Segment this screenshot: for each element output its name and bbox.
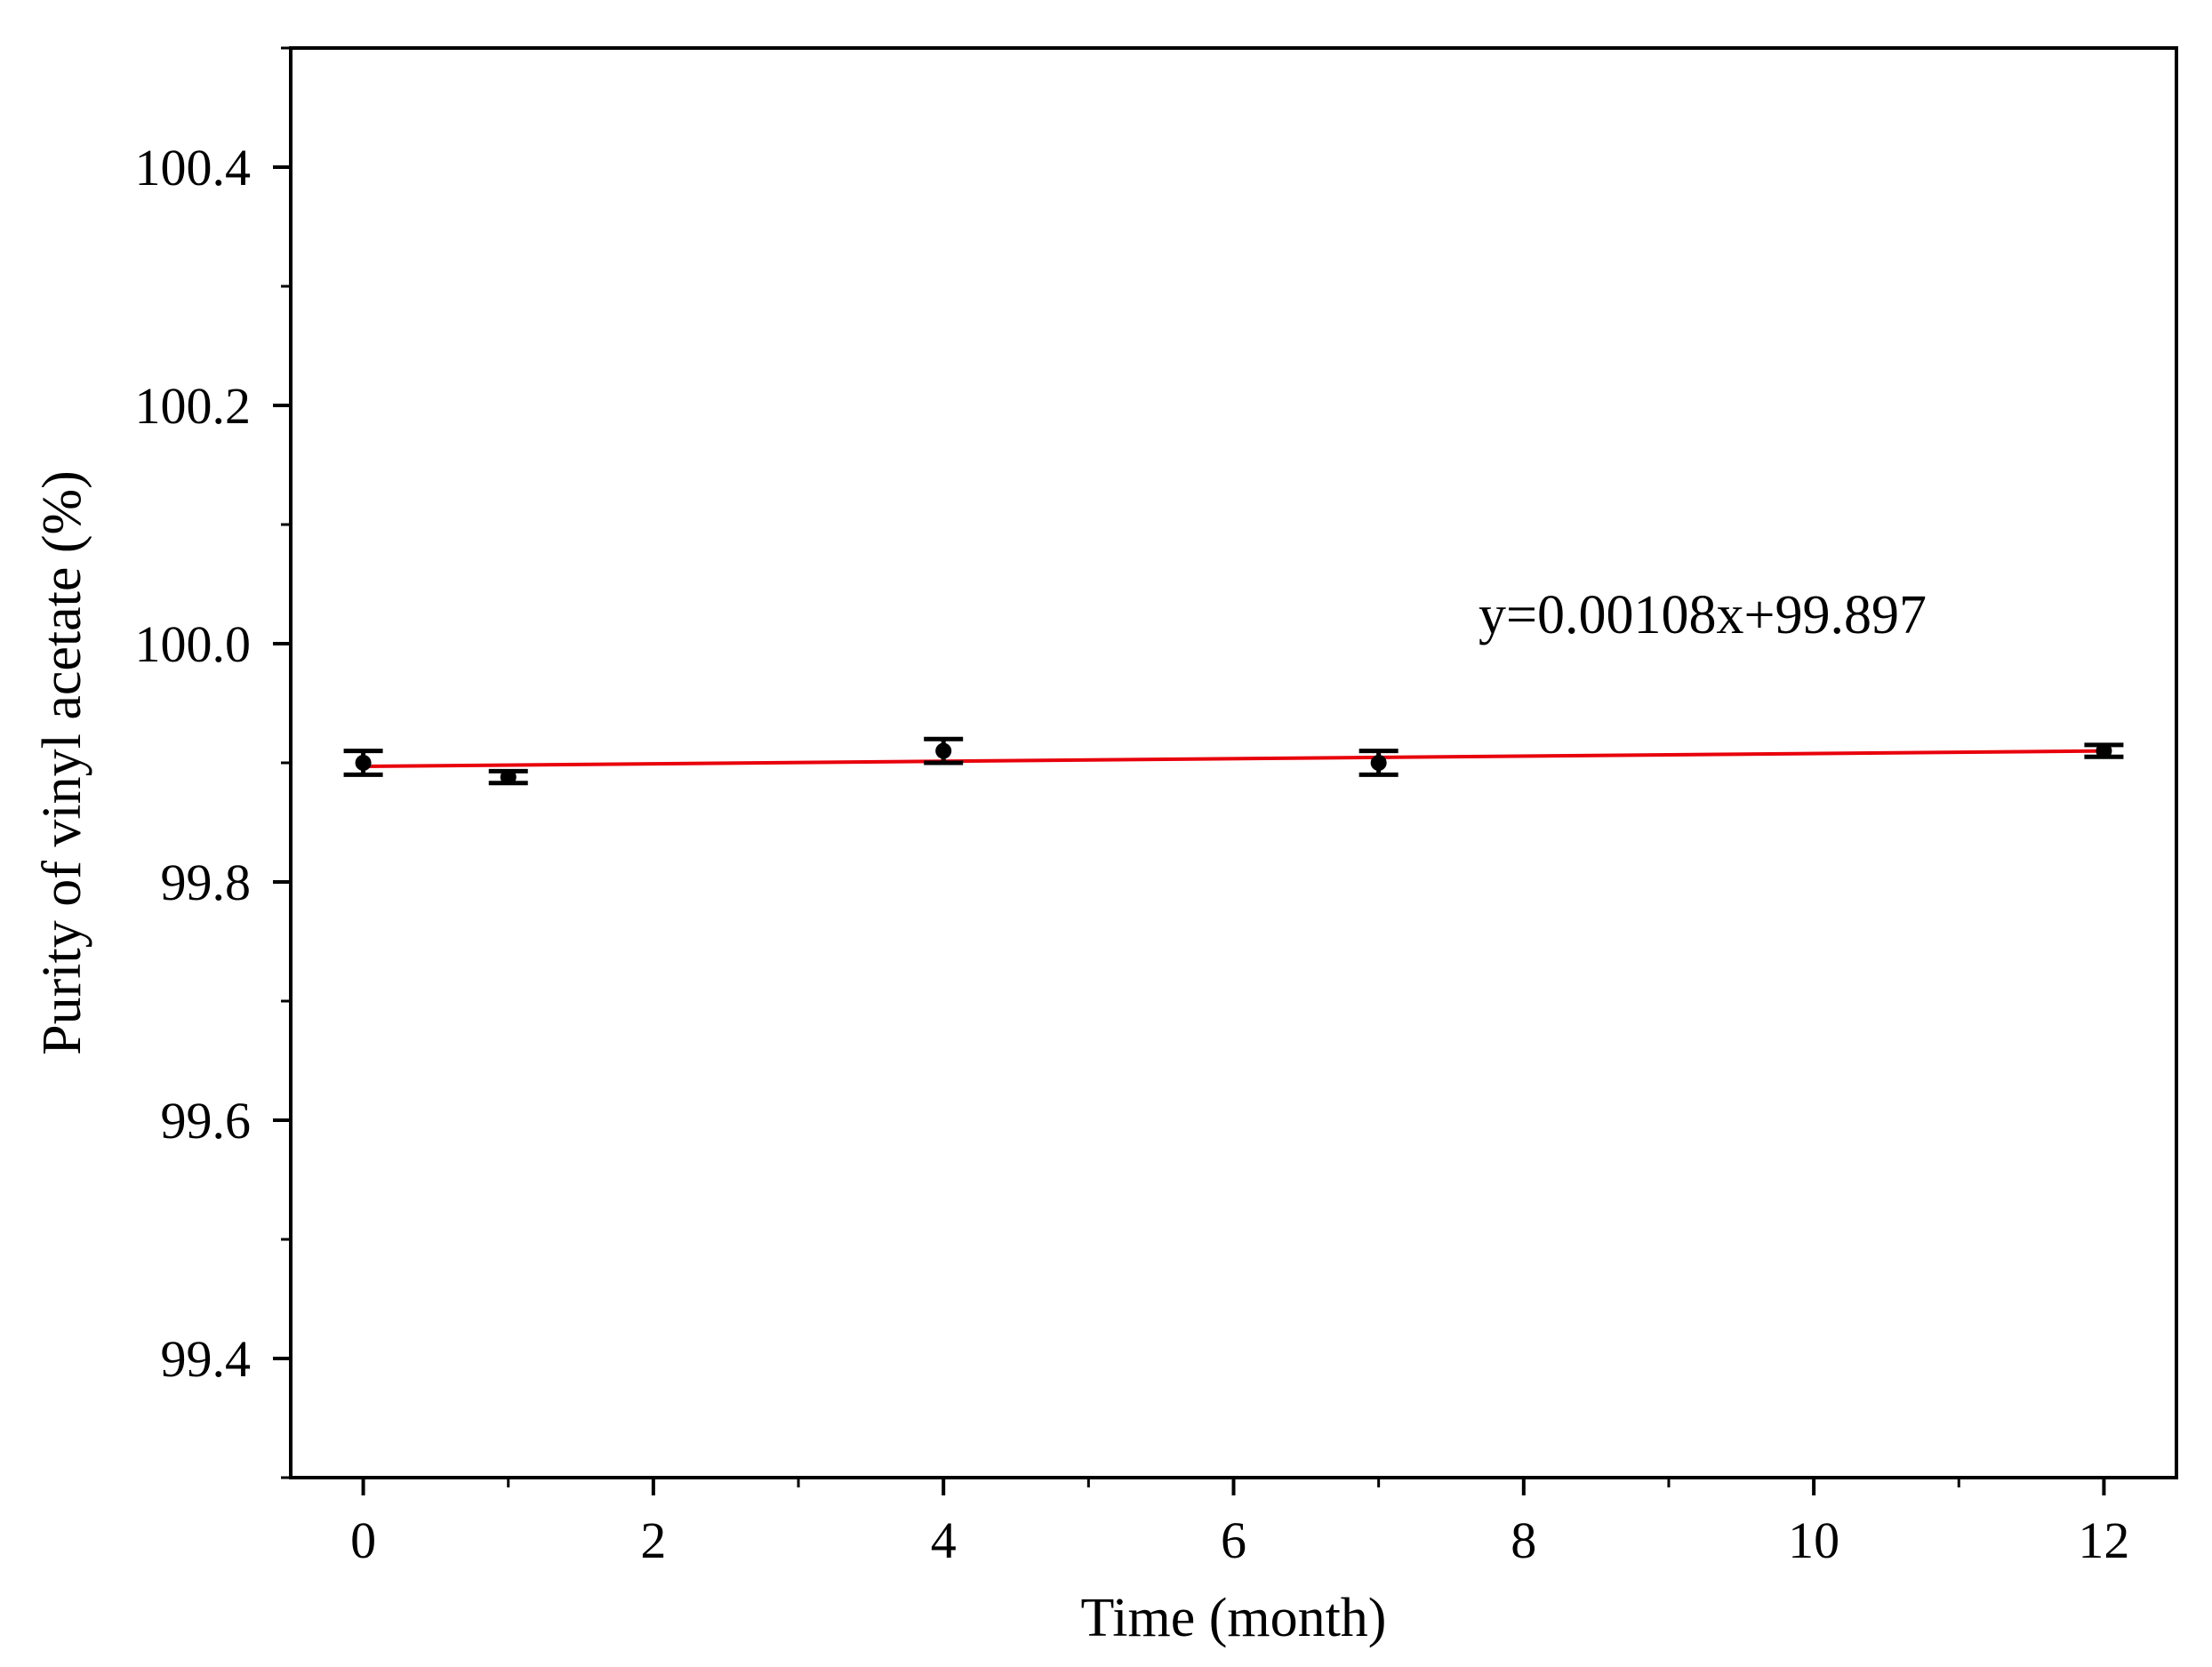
x-tick-label: 2 <box>640 1511 666 1569</box>
x-tick-label: 4 <box>931 1511 957 1569</box>
x-axis-title: Time (month) <box>1081 1588 1387 1648</box>
y-tick-label: 100.0 <box>135 615 252 673</box>
fit-line <box>363 749 2104 769</box>
x-tick-label: 12 <box>2078 1511 2129 1569</box>
plot-frame <box>289 46 2178 1479</box>
data-point <box>935 742 952 759</box>
ticks-layer: 0 2 4 6 8 10 12 99.4 99.6 99.8 100.0 100.2 100.4 <box>135 46 2129 1569</box>
fit-layer <box>363 749 2104 769</box>
x-tick-label: 10 <box>1788 1511 1839 1569</box>
x-tick-label: 0 <box>350 1511 376 1569</box>
y-tick-label: 100.4 <box>135 139 252 196</box>
data-point <box>355 755 372 771</box>
data-point <box>500 769 517 786</box>
y-tick-label: 100.2 <box>135 377 252 435</box>
x-tick-label: 6 <box>1221 1511 1246 1569</box>
data-point <box>1370 755 1387 771</box>
y-tick-label: 99.8 <box>161 854 252 911</box>
y-axis-title: Purity of vinyl acetate (%) <box>32 470 92 1055</box>
data-point <box>2096 742 2112 759</box>
fit-equation-annotation: y=0.00108x+99.897 <box>1479 585 1927 645</box>
x-tick-label: 8 <box>1511 1511 1536 1569</box>
y-tick-label: 99.4 <box>161 1330 252 1388</box>
points-layer <box>343 736 2124 786</box>
y-tick-label: 99.6 <box>161 1092 252 1150</box>
